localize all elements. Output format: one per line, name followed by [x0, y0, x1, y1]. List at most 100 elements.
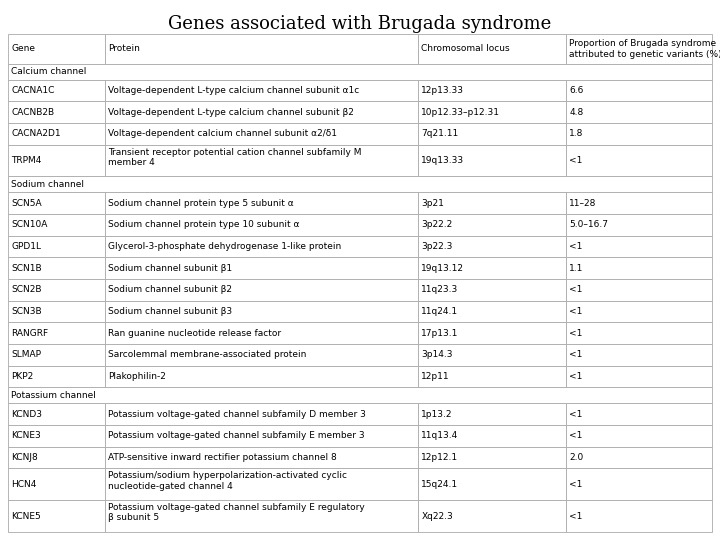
Bar: [566, 192, 712, 214]
Text: Gene: Gene: [11, 44, 35, 53]
Text: SCN10A: SCN10A: [11, 220, 48, 230]
Text: Transient receptor potential cation channel subfamily M
member 4: Transient receptor potential cation chan…: [108, 147, 361, 167]
Bar: [105, 235, 418, 258]
Bar: [8, 64, 712, 79]
Text: SCN1B: SCN1B: [11, 264, 42, 273]
Text: <1: <1: [570, 329, 582, 338]
Bar: [418, 425, 566, 447]
Bar: [566, 101, 712, 123]
Bar: [418, 322, 566, 344]
Bar: [418, 258, 566, 279]
Bar: [418, 235, 566, 258]
Text: Proportion of Brugada syndrome
attributed to genetic variants (%): Proportion of Brugada syndrome attribute…: [570, 39, 720, 58]
Bar: [105, 447, 418, 468]
Text: Genes associated with Brugada syndrome: Genes associated with Brugada syndrome: [168, 15, 552, 33]
Text: 12p11: 12p11: [421, 372, 450, 381]
Bar: [418, 447, 566, 468]
Text: 3p14.3: 3p14.3: [421, 350, 453, 359]
Bar: [418, 101, 566, 123]
Text: Xq22.3: Xq22.3: [421, 511, 453, 521]
Bar: [566, 214, 712, 235]
Bar: [566, 235, 712, 258]
Text: 11q13.4: 11q13.4: [421, 431, 459, 440]
Bar: [105, 403, 418, 425]
Text: 17p13.1: 17p13.1: [421, 329, 459, 338]
Text: SLMAP: SLMAP: [11, 350, 41, 359]
Text: 6.6: 6.6: [570, 86, 584, 95]
Bar: [418, 192, 566, 214]
Text: KCND3: KCND3: [11, 409, 42, 418]
Bar: [8, 387, 712, 403]
Text: Plakophilin-2: Plakophilin-2: [108, 372, 166, 381]
Text: 4.8: 4.8: [570, 107, 583, 117]
Bar: [8, 447, 105, 468]
Bar: [8, 145, 105, 177]
Text: Voltage-dependent calcium channel subunit α2/δ1: Voltage-dependent calcium channel subuni…: [108, 129, 337, 138]
Bar: [105, 366, 418, 387]
Bar: [418, 79, 566, 101]
Text: KCNE5: KCNE5: [11, 511, 41, 521]
Bar: [105, 145, 418, 177]
Bar: [8, 279, 105, 301]
Text: CACNA1C: CACNA1C: [11, 86, 55, 95]
Text: <1: <1: [570, 431, 582, 440]
Bar: [8, 214, 105, 235]
Bar: [566, 403, 712, 425]
Text: <1: <1: [570, 409, 582, 418]
Bar: [8, 101, 105, 123]
Text: <1: <1: [570, 285, 582, 294]
Bar: [418, 123, 566, 145]
Bar: [566, 500, 712, 532]
Text: CACNA2D1: CACNA2D1: [11, 129, 60, 138]
Text: Potassium channel: Potassium channel: [11, 391, 96, 400]
Text: ATP-sensitive inward rectifier potassium channel 8: ATP-sensitive inward rectifier potassium…: [108, 453, 337, 462]
Text: Sodium channel subunit β3: Sodium channel subunit β3: [108, 307, 233, 316]
Bar: [418, 145, 566, 177]
Text: 5.0–16.7: 5.0–16.7: [570, 220, 608, 230]
Bar: [8, 192, 105, 214]
Text: <1: <1: [570, 242, 582, 251]
Bar: [8, 235, 105, 258]
Text: <1: <1: [570, 156, 582, 165]
Bar: [105, 123, 418, 145]
Text: 12p13.33: 12p13.33: [421, 86, 464, 95]
Text: 11q23.3: 11q23.3: [421, 285, 459, 294]
Bar: [8, 344, 105, 366]
Text: 11–28: 11–28: [570, 199, 597, 208]
Text: Sodium channel protein type 5 subunit α: Sodium channel protein type 5 subunit α: [108, 199, 294, 208]
Text: SCN2B: SCN2B: [11, 285, 42, 294]
Bar: [105, 192, 418, 214]
Text: Calcium channel: Calcium channel: [11, 67, 86, 76]
Bar: [418, 34, 566, 64]
Bar: [105, 500, 418, 532]
Text: HCN4: HCN4: [11, 480, 37, 489]
Text: Potassium voltage-gated channel subfamily D member 3: Potassium voltage-gated channel subfamil…: [108, 409, 366, 418]
Bar: [8, 177, 712, 192]
Bar: [8, 34, 105, 64]
Bar: [566, 301, 712, 322]
Bar: [8, 403, 105, 425]
Bar: [418, 500, 566, 532]
Bar: [418, 403, 566, 425]
Bar: [8, 301, 105, 322]
Text: SCN3B: SCN3B: [11, 307, 42, 316]
Text: 1p13.2: 1p13.2: [421, 409, 453, 418]
Bar: [566, 145, 712, 177]
Bar: [105, 279, 418, 301]
Text: SCN5A: SCN5A: [11, 199, 42, 208]
Text: Sarcolemmal membrane-associated protein: Sarcolemmal membrane-associated protein: [108, 350, 307, 359]
Text: <1: <1: [570, 372, 582, 381]
Text: KCNJ8: KCNJ8: [11, 453, 37, 462]
Text: CACNB2B: CACNB2B: [11, 107, 54, 117]
Bar: [105, 468, 418, 500]
Text: Sodium channel protein type 10 subunit α: Sodium channel protein type 10 subunit α: [108, 220, 300, 230]
Bar: [566, 447, 712, 468]
Bar: [418, 366, 566, 387]
Bar: [566, 344, 712, 366]
Text: Sodium channel subunit β2: Sodium channel subunit β2: [108, 285, 232, 294]
Text: 19q13.12: 19q13.12: [421, 264, 464, 273]
Text: <1: <1: [570, 480, 582, 489]
Bar: [8, 425, 105, 447]
Bar: [105, 258, 418, 279]
Text: RANGRF: RANGRF: [11, 329, 48, 338]
